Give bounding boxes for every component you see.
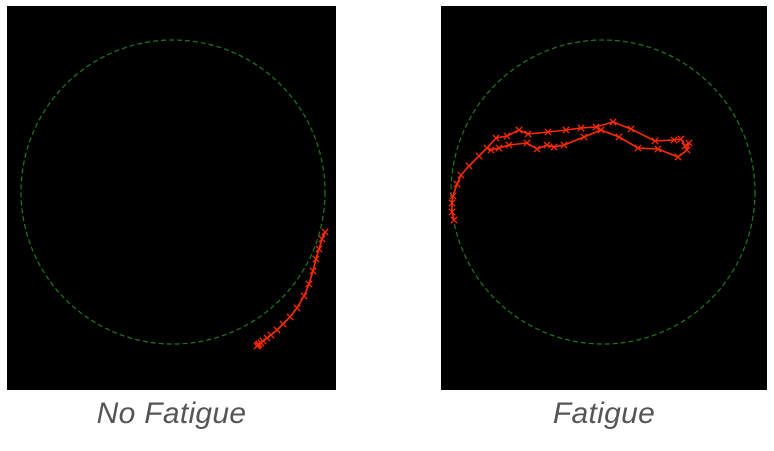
fatigue-trajectory-marker xyxy=(448,199,456,207)
fatigue-plot-svg xyxy=(448,39,756,345)
no-fatigue-trajectory-line xyxy=(256,231,326,347)
fatigue-trajectory-marker xyxy=(627,125,635,133)
no-fatigue-trajectory-marker xyxy=(263,334,271,342)
no-fatigue-trajectory-marker xyxy=(300,292,308,300)
no-fatigue-trajectory-marker xyxy=(305,280,313,288)
fatigue-trajectory-marker xyxy=(560,141,568,149)
no-fatigue-trajectory-marker xyxy=(273,326,281,334)
fatigue-trajectory-marker xyxy=(685,139,693,147)
no-fatigue-plot-svg xyxy=(20,39,329,350)
no-fatigue-trajectory-marker xyxy=(315,245,323,253)
no-fatigue-trajectory-marker xyxy=(286,313,294,321)
fatigue-trajectory-marker xyxy=(615,133,623,141)
fatigue-trajectory-marker xyxy=(448,208,456,216)
no-fatigue-plot xyxy=(7,6,336,390)
no-fatigue-trajectory-marker xyxy=(279,320,287,328)
fatigue-trajectory-marker xyxy=(533,145,541,153)
fatigue-trajectory-marker xyxy=(457,171,465,179)
fatigue-trajectory-marker xyxy=(683,146,691,154)
fatigue-trajectory-marker xyxy=(592,123,600,131)
no-fatigue-trajectory-marker xyxy=(267,331,275,339)
no-fatigue-target-circle xyxy=(20,39,326,345)
fatigue-trajectory-marker xyxy=(544,128,552,136)
fatigue-trajectory-marker xyxy=(597,126,605,134)
fatigue-target-circle xyxy=(450,39,756,345)
no-fatigue-trajectory-marker xyxy=(253,342,261,350)
fatigue-trajectory-marker xyxy=(450,216,458,224)
fatigue-trajectory-marker xyxy=(475,152,483,160)
no-fatigue-trajectory-marker xyxy=(318,235,326,243)
fatigue-trajectory-marker xyxy=(523,139,531,147)
fatigue-trajectory-marker xyxy=(677,135,685,143)
no-fatigue-caption: No Fatigue xyxy=(96,397,247,430)
fatigue-trajectory-marker xyxy=(495,144,503,152)
fatigue-trajectory-marker xyxy=(449,192,457,200)
fatigue-trajectory-marker xyxy=(654,145,662,153)
fatigue-caption: Fatigue xyxy=(552,397,656,430)
fatigue-trajectory-marker xyxy=(515,126,523,134)
fatigue-trajectory-marker xyxy=(634,144,642,152)
fatigue-trajectory-marker xyxy=(505,141,513,149)
fatigue-trajectory-marker xyxy=(492,134,500,142)
fatigue-trajectory-marker xyxy=(609,118,617,126)
fatigue-trajectory-marker xyxy=(524,130,532,138)
fatigue-trajectory-line xyxy=(451,121,690,221)
fatigue-trajectory-marker xyxy=(503,132,511,140)
fatigue-trajectory-marker xyxy=(453,180,461,188)
fatigue-trajectory-marker xyxy=(465,162,473,170)
fatigue-trajectory-marker xyxy=(651,137,659,145)
fatigue-trajectory-marker xyxy=(487,146,495,154)
fatigue-trajectory-marker xyxy=(681,142,689,150)
fatigue-trajectory-marker xyxy=(577,124,585,132)
no-fatigue-trajectory-marker xyxy=(293,304,301,312)
fatigue-trajectory-marker xyxy=(550,143,558,151)
fatigue-trajectory-marker xyxy=(483,144,491,152)
fatigue-trajectory-marker xyxy=(543,141,551,149)
fatigue-trajectory-marker xyxy=(674,153,682,161)
no-fatigue-trajectory-marker xyxy=(312,255,320,263)
no-fatigue-trajectory-marker xyxy=(321,228,329,236)
fatigue-trajectory-marker xyxy=(580,133,588,141)
fatigue-trajectory-marker xyxy=(562,126,570,134)
fatigue-plot xyxy=(441,6,767,390)
fatigue-trajectory-marker xyxy=(670,136,678,144)
no-fatigue-trajectory-marker xyxy=(309,267,317,275)
